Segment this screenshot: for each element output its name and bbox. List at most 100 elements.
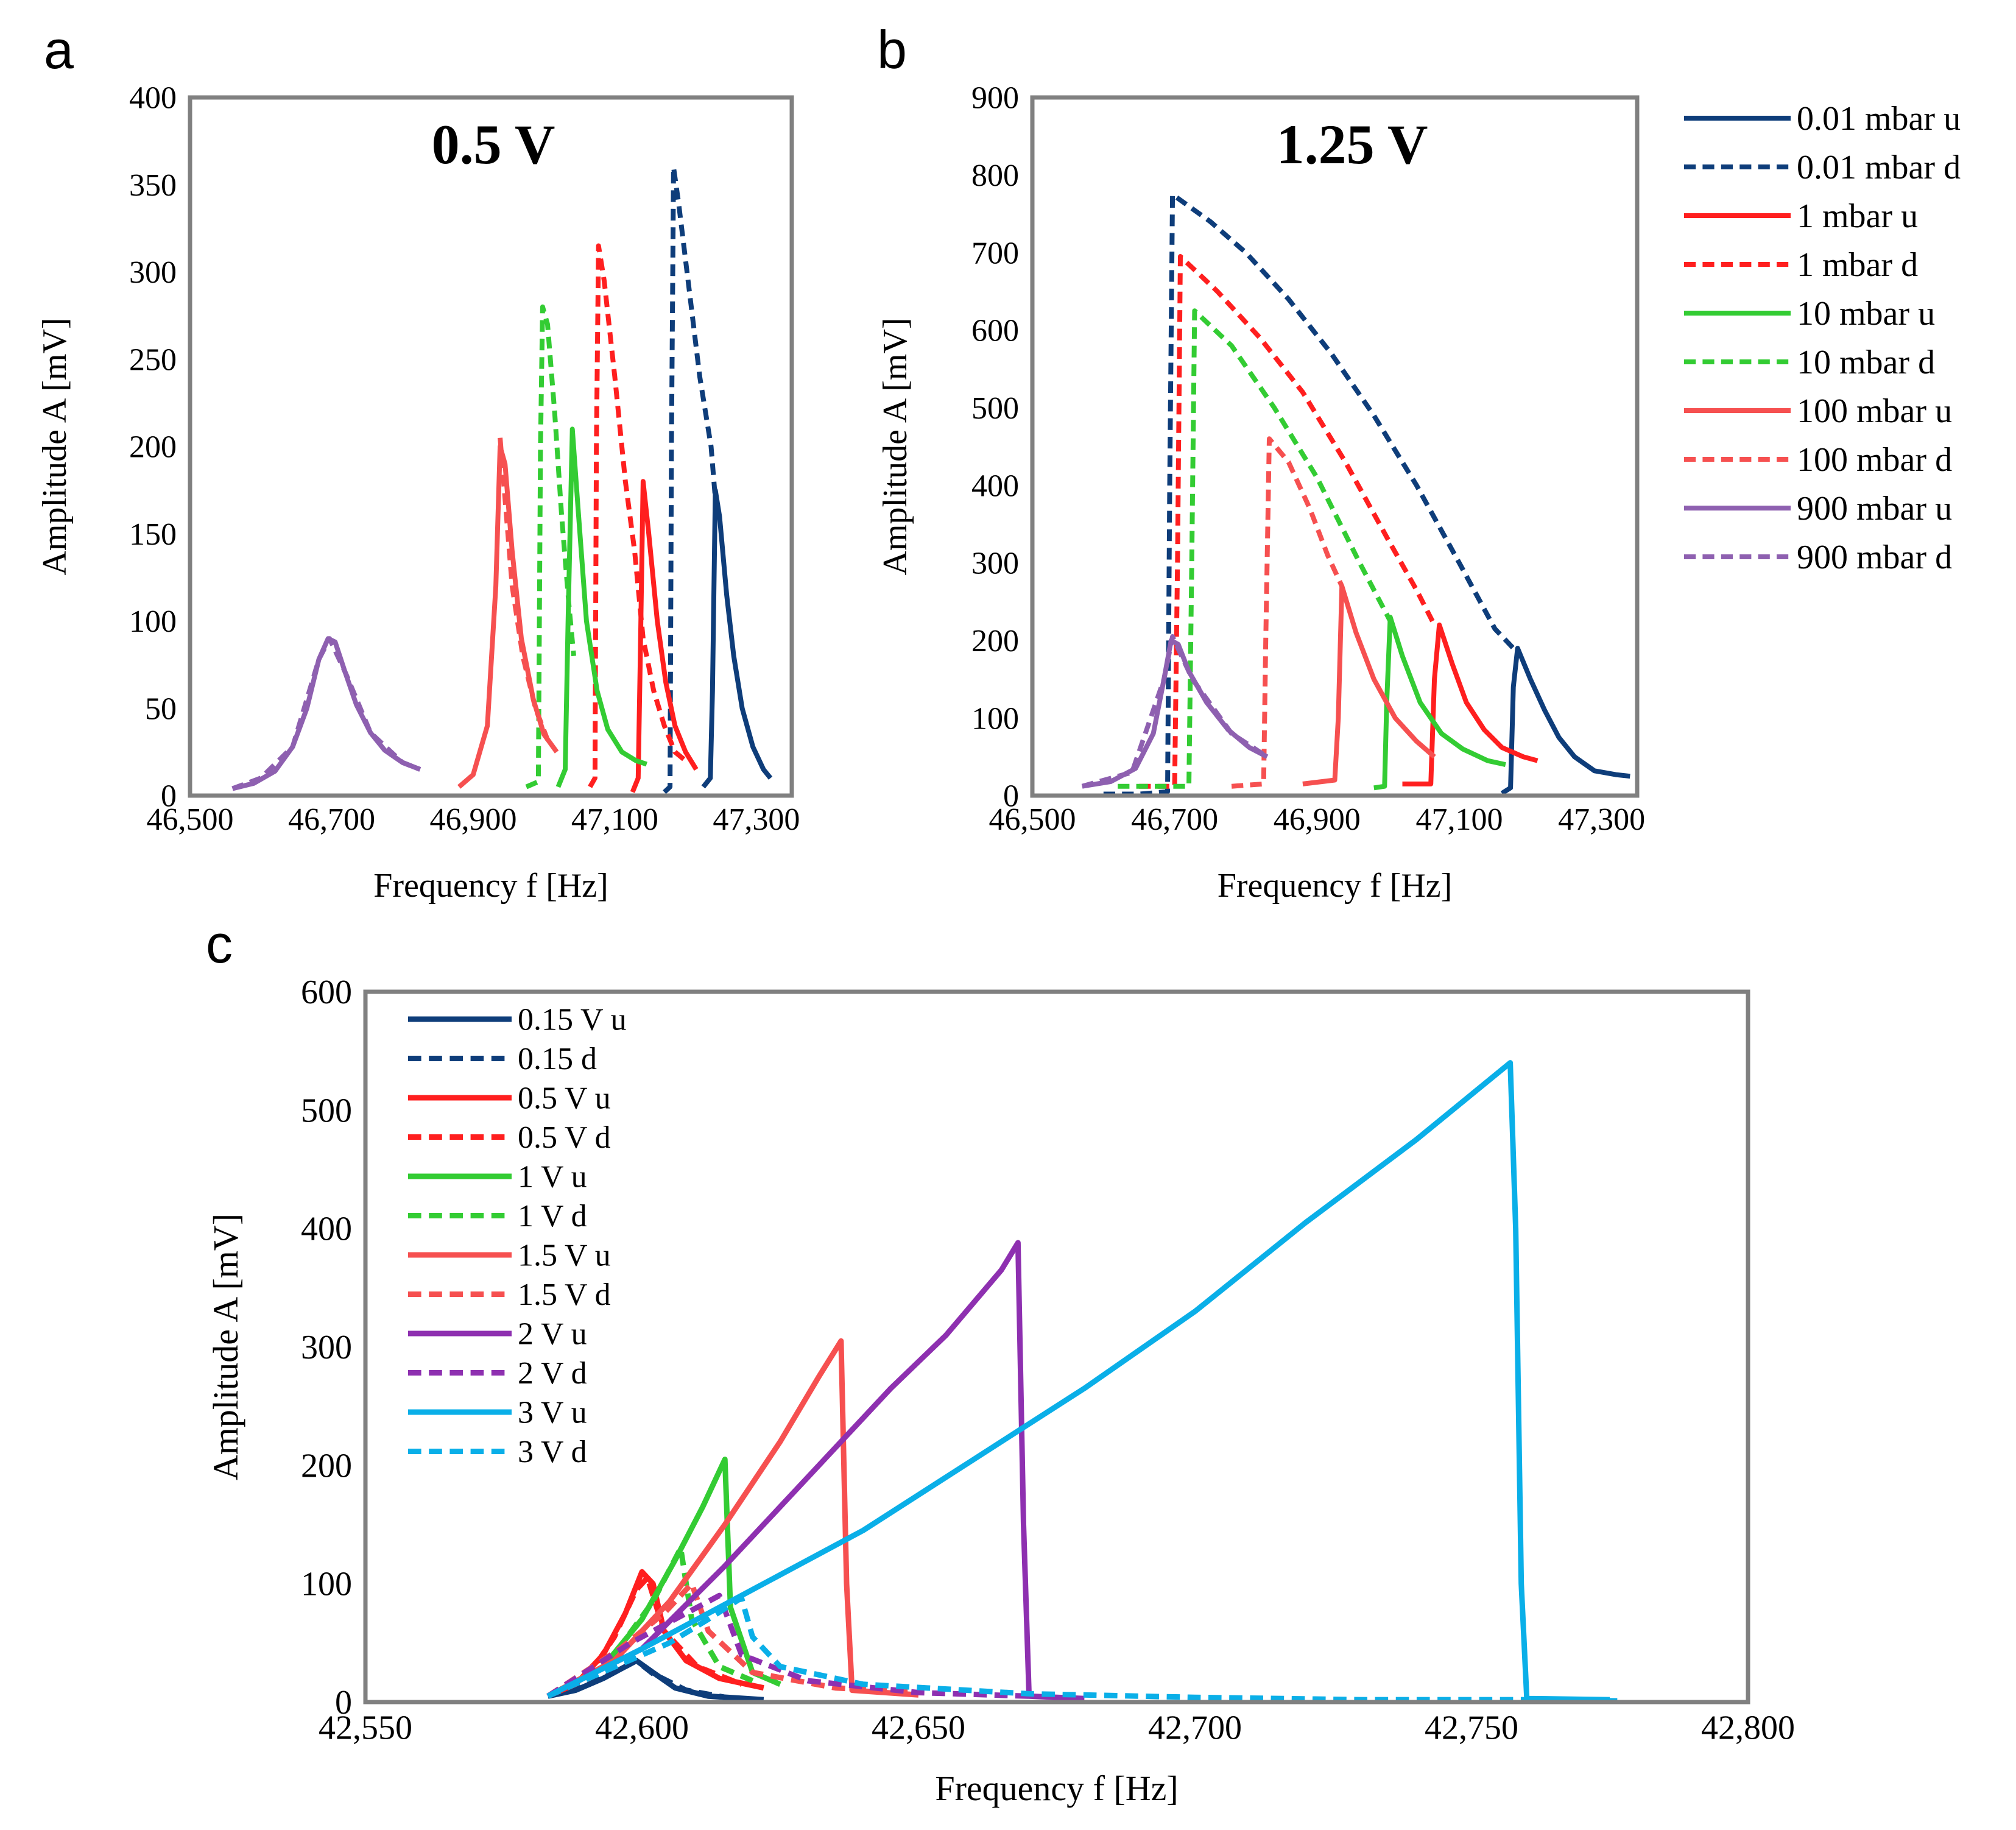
legend-label: 0.01 mbar u [1797, 100, 1961, 138]
x-axis-label: Frequency f [Hz] [373, 867, 608, 905]
legend-label: 0.5 V u [518, 1081, 611, 1116]
series-line [1118, 308, 1393, 789]
x-tick-label: 47,100 [571, 802, 658, 837]
legend-label: 0.15 d [518, 1042, 597, 1076]
panel-b-chart: 0 100 200 300 400 500 600 700 800 900 46,500 46,700… [876, 81, 1645, 905]
y-tick-label: 100 [971, 701, 1019, 736]
x-tick-label: 47,300 [713, 802, 800, 837]
x-tick-label: 42,650 [872, 1709, 965, 1747]
legend-label: 1 V d [518, 1199, 587, 1234]
y-tick-label: 400 [129, 81, 177, 116]
x-tick-label: 47,100 [1415, 802, 1503, 837]
y-tick-label: 200 [971, 624, 1019, 659]
legend-label: 3 V d [518, 1435, 587, 1469]
legend-pressure: 0.01 mbar u 0.01 mbar d 1 mbar u 1 mbar d 10… [1684, 100, 1961, 576]
legend-label: 900 mbar d [1797, 539, 1952, 576]
series-line [231, 636, 421, 791]
legend-label: 1 V u [518, 1160, 587, 1195]
legend-label: 100 mbar d [1797, 441, 1952, 479]
y-tick-label: 300 [971, 546, 1019, 581]
x-tick-label: 42,600 [595, 1709, 689, 1747]
y-tick-label: 500 [971, 391, 1019, 426]
y-tick-label: 300 [129, 255, 177, 290]
series-line [546, 1060, 1610, 1703]
series-line [546, 1338, 919, 1699]
chart-title: 1.25 V [1277, 113, 1428, 175]
x-tick-label: 46,500 [989, 802, 1076, 837]
x-tick-label: 46,500 [147, 802, 234, 837]
y-axis-label: Amplitude A [mV] [36, 317, 74, 575]
series-line [1231, 436, 1344, 789]
y-tick-label: 500 [301, 1092, 352, 1129]
series-line [1081, 634, 1269, 789]
series-line [663, 164, 718, 794]
legend-voltage: 0.15 V u 0.15 d 0.5 V u 0.5 V d 1 V u 1 V d 1.… [408, 1003, 627, 1469]
legend-label: 3 V u [518, 1396, 587, 1430]
legend-label: 0.01 mbar d [1797, 149, 1961, 186]
legend-label: 100 mbar u [1797, 392, 1952, 430]
legend-label: 0.5 V d [518, 1120, 611, 1155]
x-tick-label: 42,800 [1701, 1709, 1795, 1747]
panel-letter-a: a [44, 19, 74, 80]
series-line [701, 487, 773, 789]
plot-area-frame [1030, 95, 1640, 798]
x-tick-label: 42,550 [319, 1709, 412, 1747]
x-tick-label: 47,300 [1558, 802, 1645, 837]
x-tick-label: 42,750 [1425, 1709, 1518, 1747]
y-tick-label: 600 [971, 314, 1019, 348]
x-tick-label: 46,700 [288, 802, 375, 837]
panel-a-chart: 0 50 100 150 200 250 300 350 400 46,500 46,700 46,9… [36, 81, 800, 905]
series-line [1373, 615, 1506, 791]
y-tick-label: 300 [301, 1329, 352, 1366]
y-tick-label: 200 [301, 1447, 352, 1485]
y-tick-label: 50 [145, 691, 177, 726]
series-line [630, 479, 699, 793]
y-tick-label: 0 [335, 1684, 352, 1722]
series-line [1103, 192, 1515, 797]
y-axis-label: Amplitude A [mV] [206, 1214, 245, 1480]
y-tick-label: 400 [301, 1210, 352, 1248]
series-line [546, 1240, 1085, 1701]
series-line [1302, 584, 1436, 786]
series-line [231, 636, 421, 791]
panel-letter-b: b [877, 19, 907, 80]
panel-c-chart: 0 100 200 300 400 500 600 42,550 42,600 42,650 42,… [206, 973, 1795, 1808]
y-axis-label: Amplitude A [mV] [876, 317, 914, 575]
series-line [588, 243, 688, 788]
x-tick-label: 42,700 [1148, 1709, 1242, 1747]
y-tick-label: 350 [129, 168, 177, 203]
legend-label: 1 mbar u [1797, 197, 1918, 235]
x-tick-label: 46,900 [429, 802, 516, 837]
x-tick-label: 46,900 [1274, 802, 1361, 837]
legend-label: 2 V d [518, 1356, 587, 1391]
series-line [555, 426, 647, 788]
legend-label: 0.15 V u [518, 1003, 627, 1037]
y-tick-label: 0 [161, 779, 177, 814]
legend-label: 10 mbar d [1797, 344, 1935, 381]
series-line [547, 1658, 726, 1700]
chart-title: 0.5 V [432, 113, 555, 175]
plot-area-frame [188, 95, 794, 798]
series-line [1402, 622, 1538, 786]
y-tick-label: 250 [129, 342, 177, 377]
y-tick-label: 100 [129, 604, 177, 639]
series-line [546, 1592, 1029, 1699]
y-tick-label: 0 [1003, 779, 1019, 814]
series-line [1500, 646, 1630, 796]
y-tick-label: 900 [971, 81, 1019, 116]
legend-label: 1.5 V d [518, 1277, 611, 1312]
legend-label: 900 mbar u [1797, 490, 1952, 528]
y-tick-label: 150 [129, 517, 177, 552]
series-line [546, 1457, 781, 1699]
y-tick-label: 400 [971, 468, 1019, 503]
legend-label: 2 V u [518, 1317, 587, 1352]
y-tick-label: 100 [301, 1566, 352, 1603]
panel-letter-c: c [206, 914, 233, 974]
x-axis-label: Frequency f [Hz] [935, 1768, 1178, 1808]
y-tick-label: 700 [971, 236, 1019, 270]
x-axis-label: Frequency f [Hz] [1218, 867, 1453, 905]
y-tick-label: 200 [129, 430, 177, 465]
legend-label: 1.5 V u [518, 1238, 611, 1273]
